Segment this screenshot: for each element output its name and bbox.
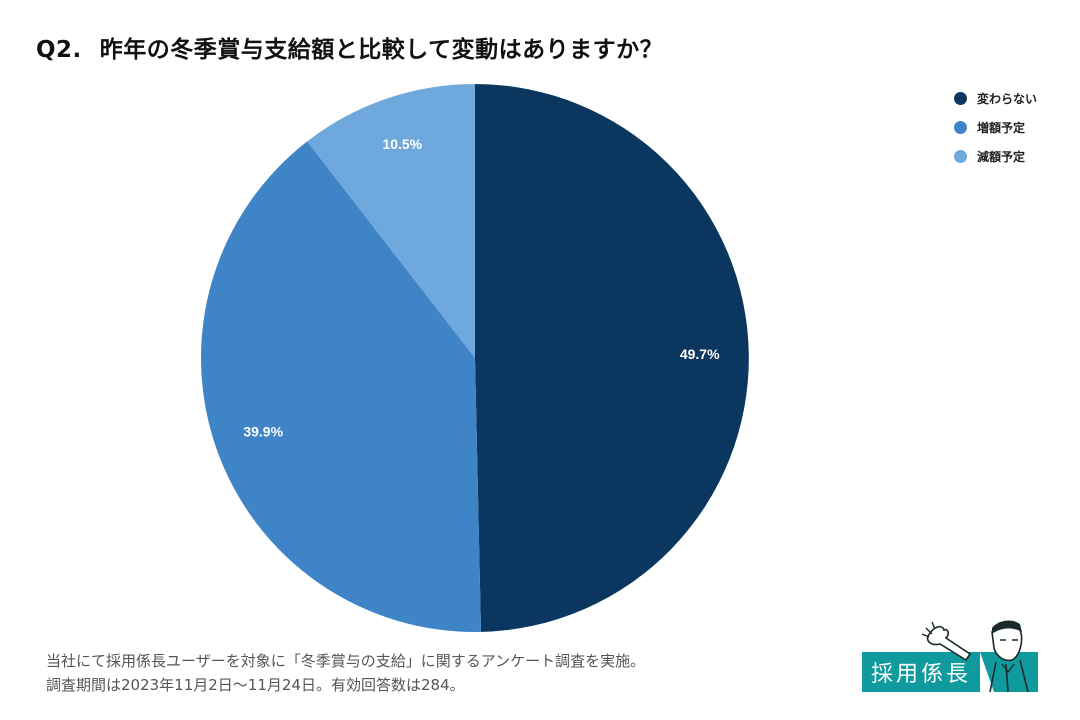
legend-dot-icon bbox=[954, 150, 967, 163]
legend-item-unchanged: 変わらない bbox=[954, 84, 1037, 113]
legend-label: 増額予定 bbox=[977, 121, 1026, 135]
pie-label-unchanged: 49.7% bbox=[680, 346, 720, 362]
mascot-illustration-icon bbox=[921, 620, 1038, 693]
footnote-line-1: 当社にて採用係長ユーザーを対象に「冬季賞与の支給」に関するアンケート調査を実施。 bbox=[46, 652, 646, 670]
legend-dot-icon bbox=[954, 121, 967, 134]
question-text: 昨年の冬季賞与支給額と比較して変動はありますか？ bbox=[99, 37, 664, 63]
pie-label-decrease: 10.5% bbox=[382, 136, 422, 152]
chart-title: Q2. 昨年の冬季賞与支給額と比較して変動はありますか？ bbox=[36, 30, 663, 64]
legend-label: 減額予定 bbox=[977, 150, 1026, 164]
brand-logo: 採用係長 bbox=[862, 618, 1038, 694]
legend-dot-icon bbox=[954, 92, 967, 105]
legend-item-decrease: 減額予定 bbox=[954, 142, 1037, 171]
legend: 変わらない 増額予定 減額予定 bbox=[954, 84, 1037, 171]
question-number: Q2. bbox=[36, 37, 82, 63]
pie-slice-increase bbox=[201, 141, 482, 632]
footnote-line-2: 調査期間は2023年11月2日〜11月24日。有効回答数は284。 bbox=[46, 676, 465, 694]
legend-label: 変わらない bbox=[977, 92, 1038, 106]
survey-footnote: 当社にて採用係長ユーザーを対象に「冬季賞与の支給」に関するアンケート調査を実施。… bbox=[46, 649, 645, 697]
pie-slice-unchanged bbox=[475, 84, 749, 632]
pie-label-increase: 39.9% bbox=[243, 424, 283, 440]
legend-item-increase: 増額予定 bbox=[954, 113, 1037, 142]
pie-slice-decrease bbox=[307, 84, 475, 358]
logo-text: 採用係長 bbox=[862, 652, 980, 692]
